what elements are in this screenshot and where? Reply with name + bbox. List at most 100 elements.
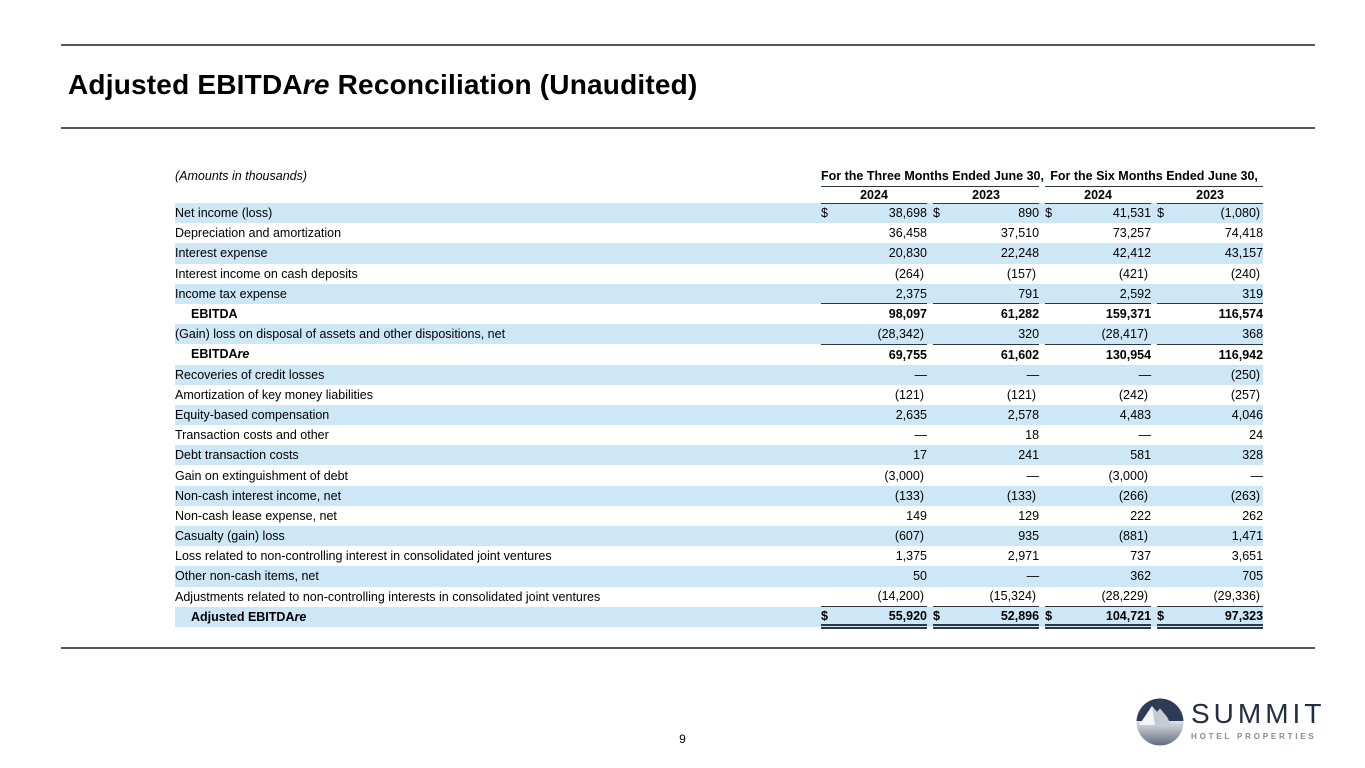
dollar-sign-cell [933, 445, 949, 466]
table-row: Adjusted EBITDAre $55,920 $52,896 $104,721 $… [175, 606, 1264, 630]
value-cell: (1,080) [1173, 203, 1264, 224]
column-spacer [927, 566, 933, 587]
column-spacer [1039, 606, 1046, 627]
table-row: Loss related to non-controlling interest… [175, 546, 1263, 566]
dollar-sign-cell [821, 343, 837, 365]
column-spacer [1039, 364, 1046, 385]
dollar-sign-cell [933, 264, 949, 284]
dollar-sign-cell [933, 223, 949, 243]
dollar-sign-cell [1045, 324, 1062, 345]
value-cell: (607) [837, 526, 927, 547]
dollar-sign-cell: $ [933, 203, 949, 224]
dollar-sign-cell [1045, 364, 1062, 385]
table-row: Transaction costs and other — 18 — 24 [175, 425, 1263, 445]
value-cell: (240) [1230, 266, 1261, 281]
value-cell: (133) [837, 485, 927, 506]
value-cell: 791 [949, 283, 1040, 304]
dollar-sign-cell [933, 283, 949, 304]
value-cell: 2,971 [1007, 549, 1040, 564]
mountain-logo-icon [1136, 698, 1184, 746]
dollar-sign-cell: $ [821, 203, 837, 224]
dollar-sign-cell [933, 243, 949, 264]
dollar-sign-cell [821, 404, 837, 426]
dollar-sign-cell [933, 364, 949, 385]
dollar-sign-cell [1157, 243, 1174, 264]
row-label: EBITDAre [191, 347, 250, 362]
value-cell: (28,229) [1101, 589, 1149, 604]
value-cell: — [837, 364, 927, 385]
column-spacer [1039, 324, 1046, 345]
dollar-sign-cell [933, 425, 949, 445]
value-cell: 98,097 [837, 303, 927, 325]
table-row: Interest income on cash deposits (264) (15… [175, 264, 1263, 284]
value-cell: 3,651 [1231, 549, 1264, 564]
dollar-sign-cell [1157, 587, 1173, 607]
row-label: Adjustments related to non-controlling i… [175, 589, 601, 604]
dollar-sign-cell [933, 587, 949, 607]
dollar-sign-cell [1157, 343, 1174, 365]
column-spacer [927, 283, 933, 304]
value-cell: 74,418 [1224, 226, 1264, 241]
row-label: Gain on extinguishment of debt [175, 468, 349, 483]
value-cell: (3,000) [1108, 468, 1149, 483]
column-spacer [927, 526, 933, 547]
table-row: Casualty (gain) loss (607) 935 (881) 1,471 [175, 526, 1264, 547]
dollar-sign-cell [821, 264, 837, 284]
year-header-6mo-2023: 2023 [1157, 186, 1264, 204]
dollar-sign-cell: $ [821, 606, 837, 630]
dollar-sign-cell [1045, 445, 1062, 466]
table-row: Recoveries of credit losses — — — (250) [175, 364, 1264, 385]
value-cell: 4,046 [1173, 404, 1264, 426]
table-row: Income tax expense 2,375 791 2,592 319 [175, 283, 1264, 304]
dollar-sign-cell [1045, 546, 1061, 566]
dollar-sign-cell [1045, 264, 1061, 284]
table-row: Adjustments related to non-controlling i… [175, 587, 1263, 607]
table-row: Debt transaction costs 17 241 581 328 [175, 445, 1264, 466]
dollar-sign-cell [821, 587, 837, 607]
reconciliation-table: (Amounts in thousands) For the Three Mon… [175, 166, 1264, 630]
value-cell: 737 [1130, 549, 1152, 564]
value-cell: 241 [949, 445, 1040, 466]
table-row: Interest expense 20,830 22,248 42,412 43,157 [175, 243, 1264, 264]
value-cell: 22,248 [949, 243, 1040, 264]
dollar-sign-cell [1045, 465, 1061, 485]
value-cell: (266) [1061, 485, 1152, 506]
table-row: Non-cash lease expense, net 149 129 222 262 [175, 506, 1263, 526]
value-cell: 130,954 [1061, 343, 1152, 365]
value-cell: — [1061, 364, 1152, 385]
value-cell: 37,510 [1000, 226, 1040, 241]
column-spacer [1039, 485, 1046, 506]
dollar-sign-cell: $ [1045, 203, 1062, 224]
column-spacer [1151, 566, 1158, 587]
dollar-sign-cell [821, 485, 837, 506]
column-spacer [927, 445, 933, 466]
row-label: EBITDA [191, 307, 238, 322]
dollar-sign-cell [1045, 587, 1061, 607]
value-cell: 368 [1173, 324, 1264, 345]
value-cell: 328 [1173, 445, 1264, 466]
value-cell: (121) [1006, 387, 1037, 402]
row-label: Other non-cash items, net [175, 566, 821, 587]
dollar-sign-cell [933, 385, 949, 405]
value-cell: — [1250, 468, 1264, 483]
dollar-sign-cell: $ [1157, 203, 1174, 224]
dollar-sign-cell [1157, 526, 1174, 547]
dollar-sign-cell [1157, 223, 1173, 243]
page-title: Adjusted EBITDAre Reconciliation (Unaudi… [68, 69, 698, 101]
value-cell: (242) [1118, 387, 1149, 402]
column-spacer [1151, 283, 1158, 304]
table-row: Gain on extinguishment of debt (3,000) — (3… [175, 465, 1263, 485]
dollar-sign-cell [933, 546, 949, 566]
company-logo: SUMMIT HOTEL PROPERTIES [1136, 698, 1325, 746]
dollar-sign-cell: $ [1157, 606, 1174, 630]
row-label: Non-cash interest income, net [175, 485, 821, 506]
row-label: Amortization of key money liabilities [175, 387, 373, 402]
column-spacer [1039, 566, 1046, 587]
dollar-sign-cell [933, 566, 949, 587]
value-cell: 38,698 [837, 203, 927, 224]
value-cell: 20,830 [837, 243, 927, 264]
column-spacer [1151, 364, 1158, 385]
column-spacer [1151, 203, 1158, 224]
value-cell: 2,375 [837, 283, 927, 304]
value-cell: (421) [1118, 266, 1149, 281]
